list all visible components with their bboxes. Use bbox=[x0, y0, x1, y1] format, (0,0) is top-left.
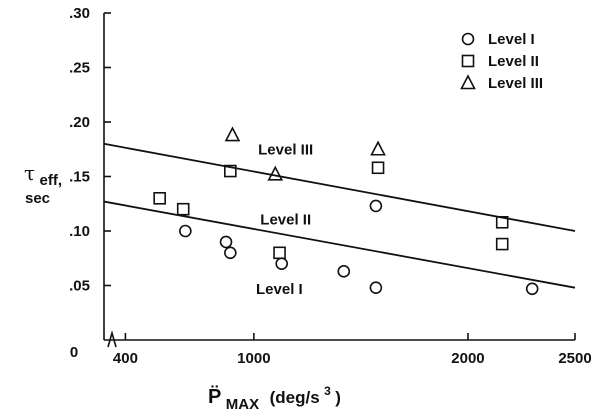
fit-line bbox=[103, 142, 576, 232]
axes bbox=[103, 12, 576, 348]
x-axis-units-superscript: 3 bbox=[324, 384, 331, 398]
tick-labels: .05 .10 .15 .20 .25 .30 0 400 1000 2000 2500 bbox=[69, 5, 592, 367]
x-tick-label: 2500 bbox=[558, 350, 591, 367]
x-axis-units-close: ) bbox=[335, 388, 341, 407]
y-tick-label: .15 bbox=[69, 169, 90, 186]
legend: Level I Level II Level III bbox=[460, 31, 543, 92]
y-axis-unit: sec bbox=[25, 190, 50, 207]
annotation-label: Level II bbox=[260, 211, 311, 228]
legend-marker bbox=[461, 54, 475, 68]
data-point-square bbox=[224, 164, 237, 178]
data-point-triangle bbox=[370, 140, 386, 156]
y-tick-label: .20 bbox=[69, 114, 90, 131]
legend-marker bbox=[461, 32, 475, 46]
data-point-square bbox=[176, 202, 190, 216]
fit-lines bbox=[103, 142, 576, 289]
x-tick-label: 1000 bbox=[237, 350, 270, 367]
origin-label: 0 bbox=[70, 344, 78, 361]
axis-break bbox=[107, 330, 117, 348]
x-tick-label: 400 bbox=[113, 350, 138, 367]
y-tick-label: .30 bbox=[69, 5, 90, 22]
y-tick-label: .25 bbox=[69, 60, 90, 77]
annotations: Level III Level II Level I bbox=[256, 142, 313, 299]
legend-label: Level III bbox=[488, 75, 543, 92]
data-point-circle bbox=[219, 235, 233, 249]
x-tick-label: 2000 bbox=[451, 350, 484, 367]
data-point-circle bbox=[224, 246, 237, 260]
y-axis-title: τ eff, bbox=[24, 161, 62, 189]
data-point-circle bbox=[525, 282, 539, 296]
y-axis-subscript: eff, bbox=[40, 172, 63, 189]
data-point-circle bbox=[369, 281, 383, 294]
data-point-circle bbox=[369, 199, 383, 213]
data-point-circle bbox=[337, 265, 351, 278]
annotation-label: Level I bbox=[256, 281, 303, 298]
data-point-square bbox=[495, 237, 509, 251]
data-markers bbox=[153, 126, 539, 296]
fit-line bbox=[103, 200, 576, 289]
legend-label: Level I bbox=[488, 31, 535, 48]
data-point-square bbox=[153, 192, 166, 205]
data-point-square bbox=[495, 215, 509, 229]
x-axis-subscript: MAX bbox=[226, 396, 259, 413]
y-axis-symbol: τ bbox=[24, 161, 35, 185]
x-axis-title: P̈ MAX (deg/s 3 ) bbox=[208, 382, 341, 413]
legend-marker bbox=[460, 74, 476, 90]
y-tick-label: .05 bbox=[69, 278, 90, 295]
data-point-square bbox=[371, 161, 385, 175]
x-axis-units-open: (deg/s bbox=[270, 388, 320, 407]
data-point-triangle bbox=[224, 126, 241, 142]
data-point-square bbox=[273, 246, 286, 260]
legend-label: Level II bbox=[488, 53, 539, 70]
y-tick-label: .10 bbox=[69, 223, 90, 240]
annotation-label: Level III bbox=[258, 142, 313, 159]
data-point-triangle bbox=[267, 165, 284, 181]
x-axis-symbol: P̈ bbox=[208, 384, 221, 408]
data-point-circle bbox=[179, 224, 192, 238]
data-point-circle bbox=[275, 257, 288, 271]
